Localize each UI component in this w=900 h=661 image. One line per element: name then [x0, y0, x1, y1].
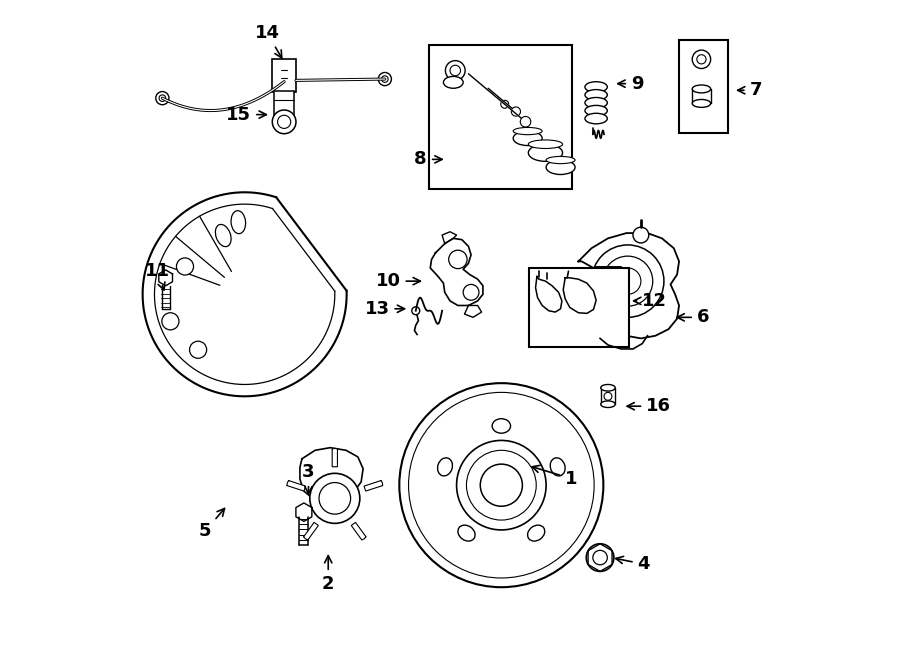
Circle shape: [190, 341, 207, 358]
Polygon shape: [579, 233, 680, 338]
Circle shape: [593, 551, 608, 565]
Bar: [680, 40, 728, 133]
Text: 1: 1: [532, 465, 578, 488]
Circle shape: [446, 61, 465, 81]
Polygon shape: [536, 276, 562, 312]
Ellipse shape: [528, 140, 562, 149]
Ellipse shape: [585, 97, 608, 108]
Circle shape: [692, 50, 711, 69]
Bar: [429, 46, 572, 189]
Circle shape: [591, 245, 664, 317]
FancyArrow shape: [303, 522, 319, 540]
Text: 5: 5: [199, 508, 224, 540]
Bar: [529, 268, 629, 347]
Text: 12: 12: [634, 292, 667, 310]
Text: 15: 15: [226, 106, 266, 124]
FancyArrow shape: [332, 448, 338, 467]
Circle shape: [481, 464, 522, 506]
Circle shape: [409, 393, 594, 578]
Circle shape: [464, 284, 479, 300]
FancyArrow shape: [364, 481, 382, 491]
Circle shape: [310, 473, 360, 524]
Circle shape: [450, 65, 461, 76]
Polygon shape: [442, 232, 456, 244]
Polygon shape: [563, 278, 596, 313]
Circle shape: [615, 268, 641, 294]
Ellipse shape: [528, 144, 562, 161]
Circle shape: [162, 313, 179, 330]
Text: 3: 3: [302, 463, 315, 494]
Ellipse shape: [437, 458, 453, 476]
FancyArrow shape: [351, 522, 366, 540]
FancyArrow shape: [287, 481, 306, 491]
Circle shape: [466, 450, 536, 520]
Ellipse shape: [600, 401, 616, 408]
Ellipse shape: [546, 157, 575, 164]
Ellipse shape: [546, 160, 575, 175]
Text: 16: 16: [627, 397, 671, 415]
Circle shape: [273, 110, 296, 134]
Polygon shape: [158, 270, 173, 286]
Circle shape: [400, 383, 603, 587]
Ellipse shape: [492, 418, 510, 433]
Ellipse shape: [600, 385, 616, 391]
Circle shape: [156, 92, 169, 104]
Circle shape: [176, 258, 194, 275]
Text: 10: 10: [375, 272, 420, 290]
Bar: [273, 59, 296, 92]
Ellipse shape: [585, 82, 608, 93]
Text: 13: 13: [364, 300, 405, 318]
Circle shape: [697, 55, 706, 64]
Circle shape: [586, 544, 614, 571]
Ellipse shape: [513, 131, 542, 145]
Ellipse shape: [585, 105, 608, 116]
Polygon shape: [296, 503, 312, 522]
Text: 14: 14: [255, 24, 282, 58]
Ellipse shape: [550, 458, 565, 476]
Circle shape: [412, 307, 419, 315]
Circle shape: [500, 100, 508, 108]
Ellipse shape: [585, 90, 608, 100]
Circle shape: [449, 251, 467, 268]
Text: 9: 9: [618, 75, 644, 93]
Ellipse shape: [231, 211, 246, 233]
Circle shape: [382, 76, 388, 83]
Circle shape: [604, 393, 612, 401]
Text: 11: 11: [145, 262, 169, 290]
Ellipse shape: [692, 85, 711, 93]
Text: 7: 7: [738, 81, 762, 99]
Text: 8: 8: [414, 150, 442, 169]
Circle shape: [520, 116, 531, 127]
Circle shape: [319, 483, 351, 514]
Circle shape: [633, 227, 649, 243]
Ellipse shape: [513, 128, 542, 135]
Text: 2: 2: [322, 556, 335, 593]
Circle shape: [378, 73, 392, 86]
Ellipse shape: [444, 77, 464, 89]
Polygon shape: [430, 239, 483, 305]
Circle shape: [277, 115, 291, 128]
Bar: [274, 91, 294, 117]
Text: 6: 6: [677, 308, 709, 327]
Text: 4: 4: [616, 555, 650, 573]
Polygon shape: [464, 305, 482, 317]
Ellipse shape: [458, 525, 475, 541]
Circle shape: [511, 107, 520, 116]
Ellipse shape: [692, 99, 711, 107]
Ellipse shape: [215, 225, 231, 247]
Polygon shape: [300, 447, 363, 503]
Circle shape: [456, 440, 546, 530]
Ellipse shape: [585, 113, 608, 124]
Ellipse shape: [527, 525, 544, 541]
Circle shape: [159, 95, 166, 101]
Circle shape: [603, 256, 652, 306]
Polygon shape: [588, 544, 612, 571]
